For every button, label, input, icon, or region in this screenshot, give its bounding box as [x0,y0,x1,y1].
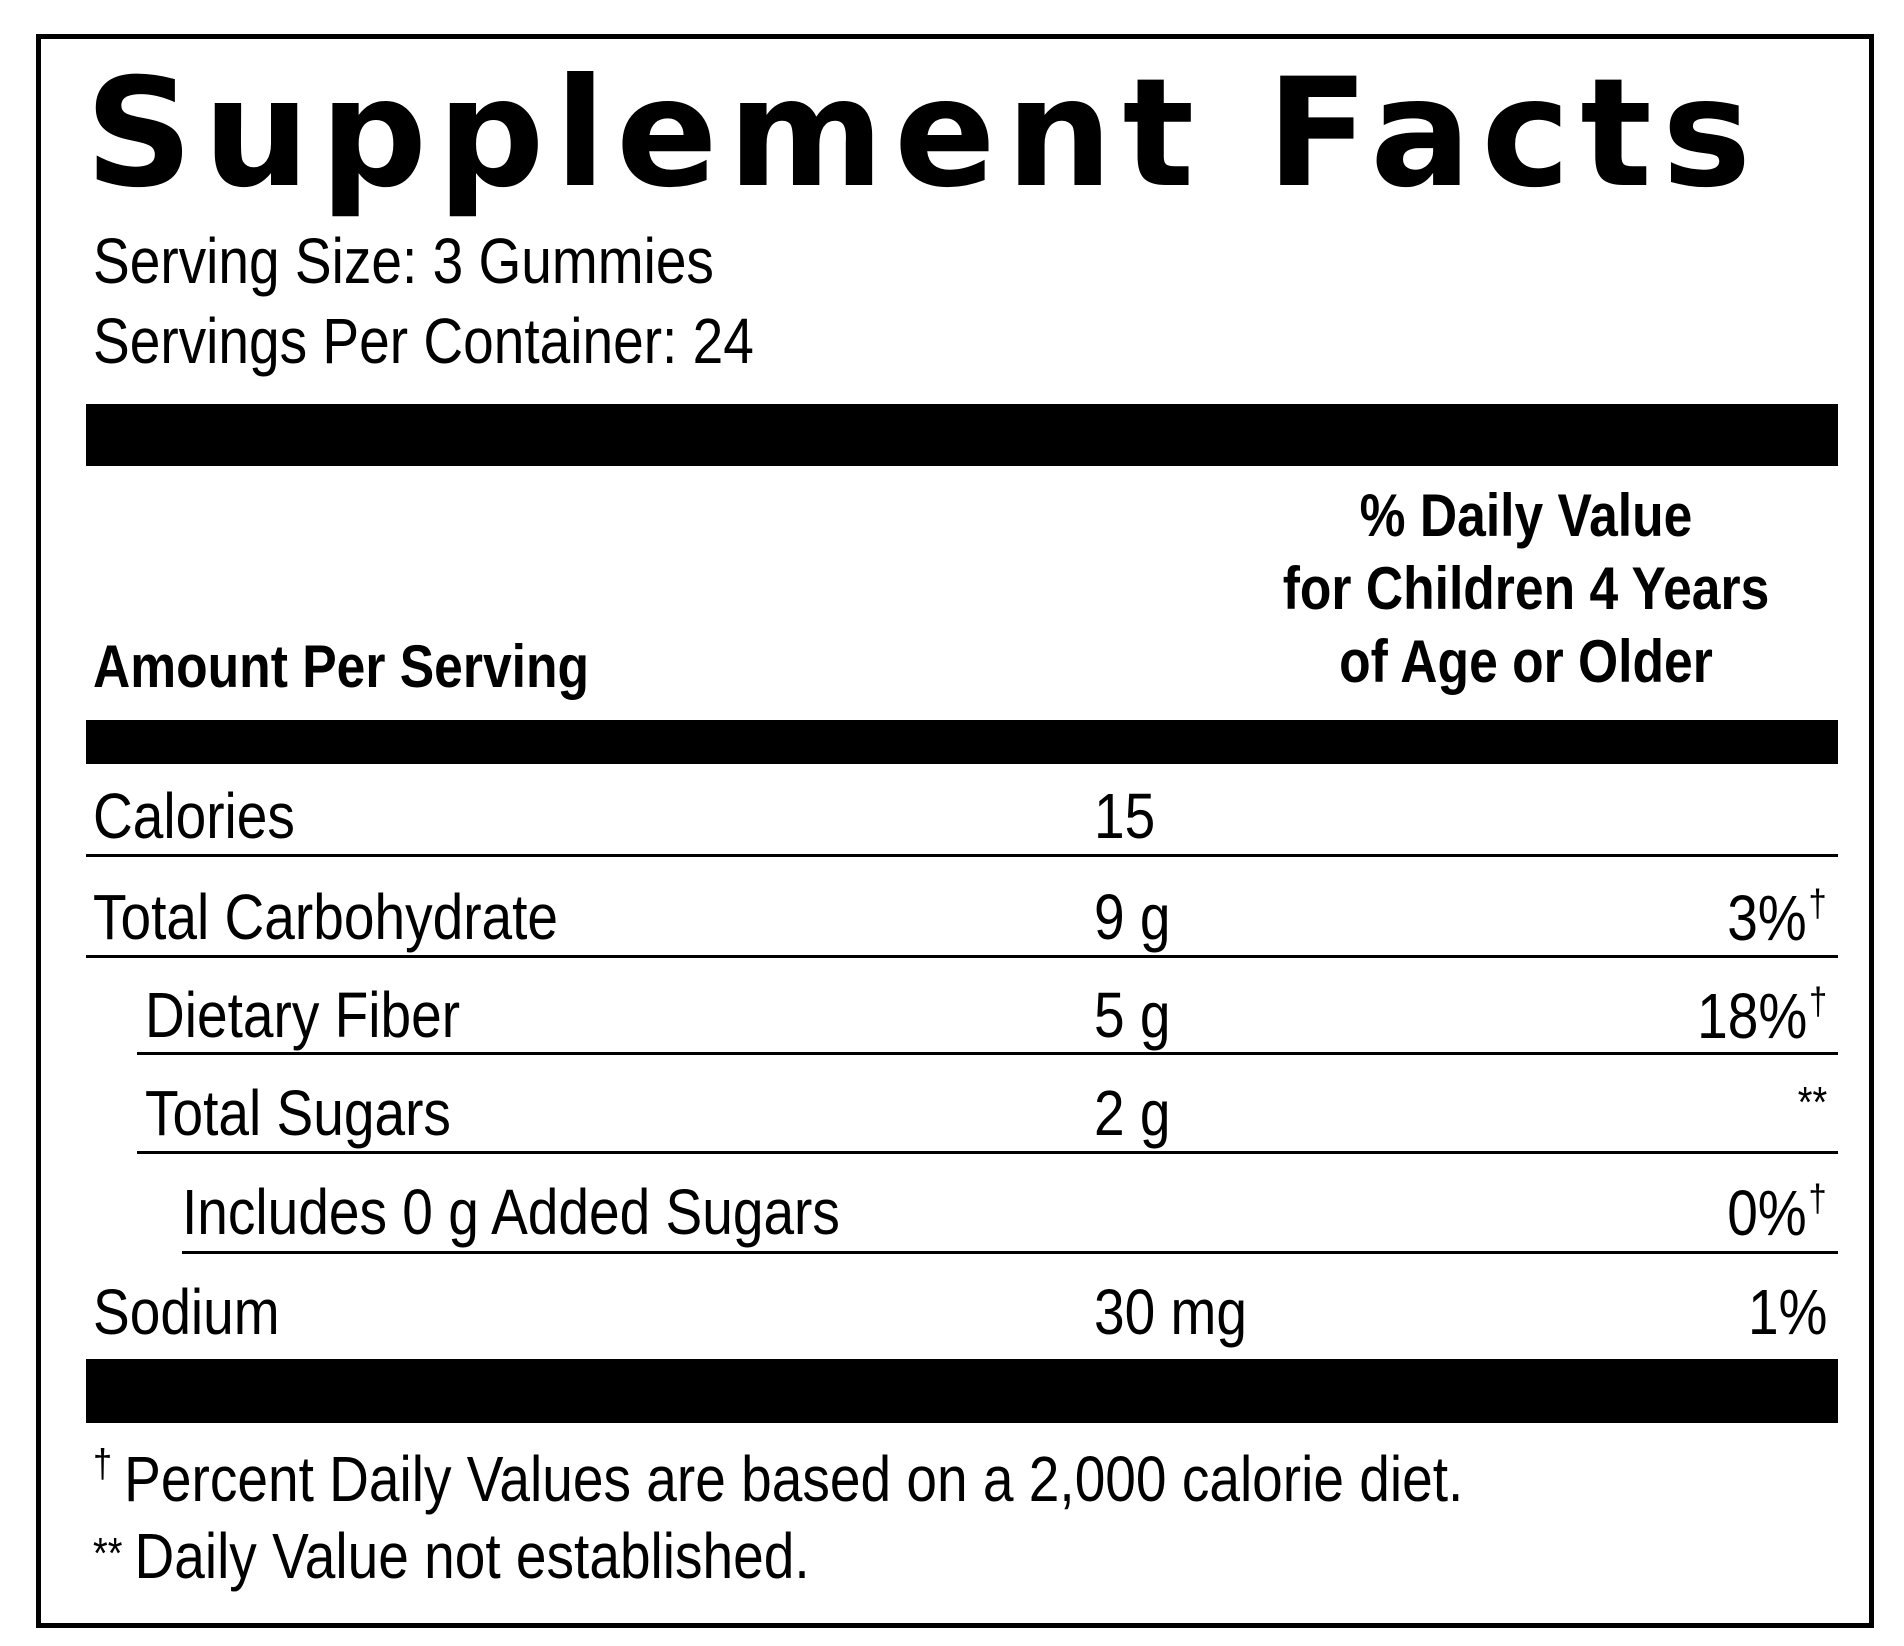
dv-value: 3% [1727,882,1808,954]
row-divider [137,1151,1838,1154]
row-dv-total-sugars: ** [1797,1078,1827,1127]
daily-value-header-line-1: % Daily Value [1359,482,1693,549]
row-dv-sodium: 1% [1747,1276,1827,1348]
row-divider [182,1251,1838,1254]
row-divider [86,955,1838,958]
row-divider [86,854,1838,857]
supplement-facts-panel: Supplement Facts Serving Size: 3 Gummies… [36,34,1874,1628]
thick-divider-header [86,720,1838,764]
amount-per-serving-header: Amount Per Serving [93,633,590,700]
servings-per-container: Servings Per Container: 24 [93,305,754,377]
row-amount-sodium: 30 mg [1094,1276,1247,1348]
row-amount-total-carbohydrate: 9 g [1094,881,1171,953]
dv-value: 0% [1727,1177,1808,1249]
dagger-mark: † [1808,883,1827,925]
asterisk-mark: ** [93,1529,123,1578]
row-divider [137,1052,1838,1055]
serving-size: Serving Size: 3 Gummies [93,225,714,297]
row-dv-total-carbohydrate: 3%† [1728,885,1827,950]
row-name-total-sugars: Total Sugars [145,1077,451,1149]
dagger-mark: † [1808,1178,1827,1220]
row-amount-dietary-fiber: 5 g [1094,979,1171,1051]
daily-value-header: % Daily Value for Children 4 Years of Ag… [1225,479,1827,698]
row-amount-calories: 15 [1094,780,1156,852]
row-amount-total-sugars: 2 g [1094,1077,1171,1149]
row-name-sodium: Sodium [93,1276,280,1348]
footnote-not-established: ** Daily Value not established. [93,1524,810,1588]
row-dv-added-sugars: 0%† [1728,1180,1827,1245]
footnote-text: Percent Daily Values are based on a 2,00… [124,1443,1464,1515]
row-dv-dietary-fiber: 18%† [1697,983,1827,1048]
daily-value-header-line-3: of Age or Older [1339,628,1713,695]
daily-value-header-line-2: for Children 4 Years [1282,555,1770,622]
label-title: Supplement Facts [85,47,1762,221]
thick-divider-bottom [86,1359,1838,1423]
dagger-mark: † [1808,981,1827,1023]
footnote-text: Daily Value not established. [134,1520,810,1592]
row-name-calories: Calories [93,780,295,852]
row-name-dietary-fiber: Dietary Fiber [145,979,461,1051]
dagger-mark: † [93,1442,113,1486]
row-name-total-carbohydrate: Total Carbohydrate [93,881,559,953]
thick-divider-top [86,404,1838,466]
footnote-daily-values: † Percent Daily Values are based on a 2,0… [93,1444,1463,1511]
dv-value: 18% [1696,980,1808,1052]
row-name-added-sugars: Includes 0 g Added Sugars [182,1176,840,1248]
